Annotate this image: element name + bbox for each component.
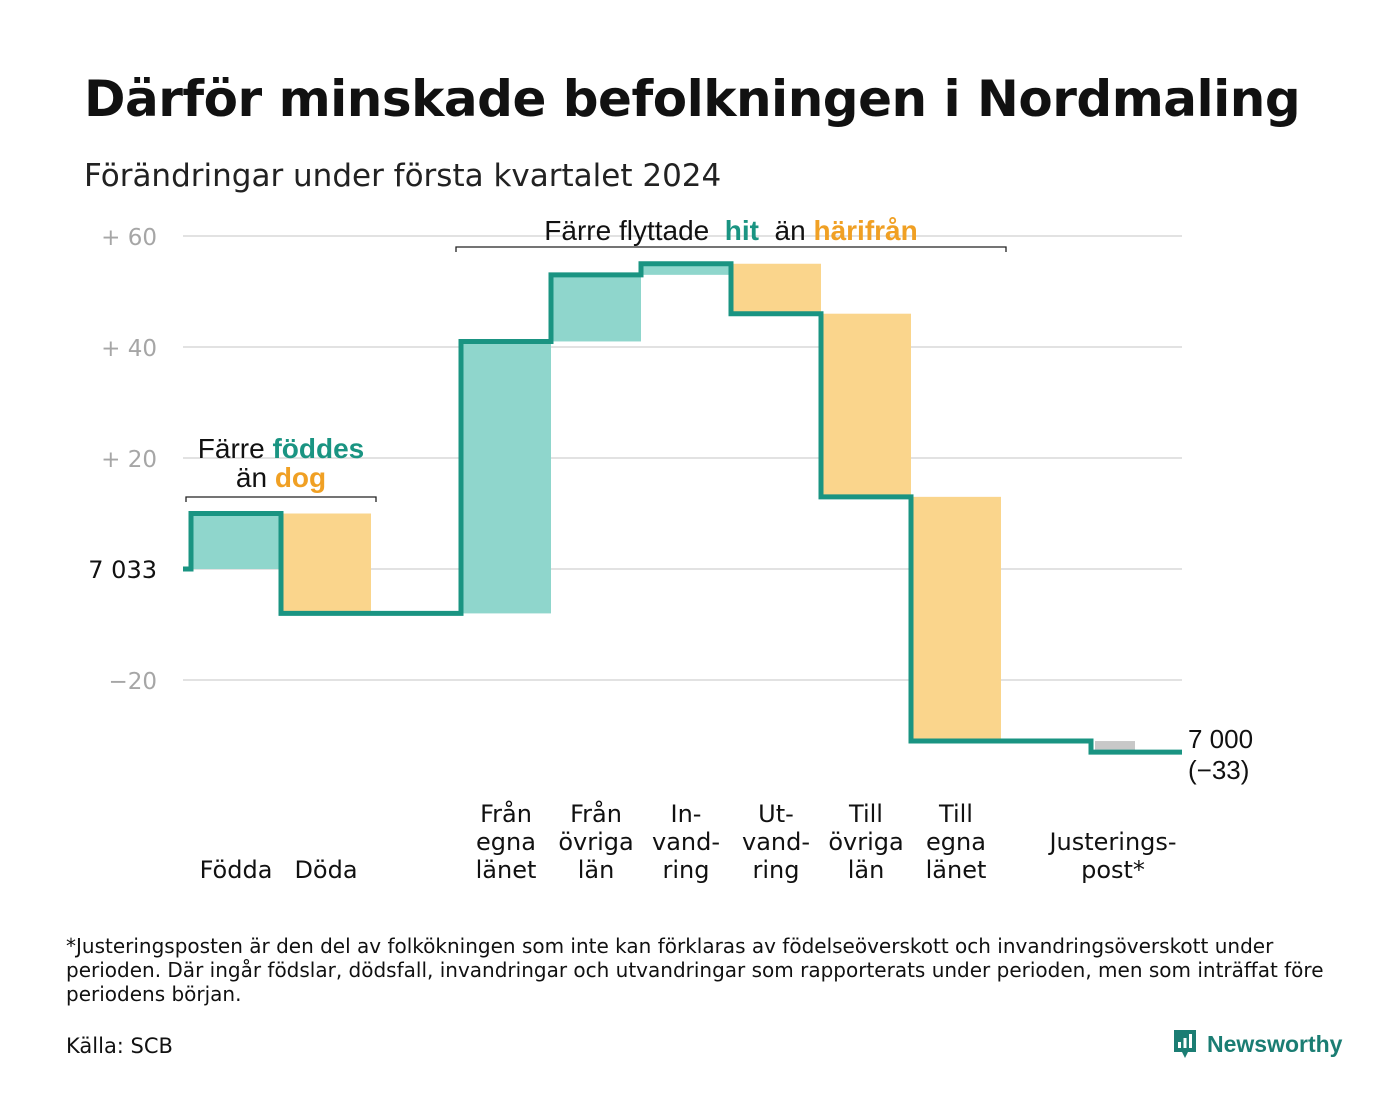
start-value-label: 7 033 <box>88 556 157 584</box>
x-axis-label: Till <box>938 800 973 828</box>
brand-logo: Newsworthy <box>1172 1028 1342 1060</box>
bar-increase <box>191 513 281 569</box>
cumulative-line-path <box>183 261 1182 755</box>
y-tick-label: −20 <box>108 669 157 695</box>
annotation-text-part: föddes <box>272 433 364 464</box>
x-axis-labels: Födda DödaFrånegnalänetFrånövrigalänIn-va… <box>200 799 1177 884</box>
end-change-label: (−33) <box>1188 755 1249 785</box>
x-axis-label: Döda <box>294 856 357 884</box>
bar-decrease <box>911 496 1001 742</box>
x-axis-label: övriga <box>828 828 903 856</box>
annotation-bracket <box>455 246 1007 252</box>
x-axis-label: länet <box>476 856 537 884</box>
y-tick-label: + 60 <box>101 225 157 251</box>
annotation-line: Färre flyttade hit än härifrån <box>544 215 917 246</box>
end-value-label: 7 000 <box>1188 724 1253 754</box>
x-axis-label: egna <box>476 828 536 856</box>
x-axis-label: egna <box>926 828 986 856</box>
annotation-text-part: Färre flyttade <box>544 215 725 246</box>
x-axis-label: Från <box>570 799 622 828</box>
footnote: *Justeringsposten är den del av folkökni… <box>66 934 1324 1006</box>
bar-increase <box>641 263 731 275</box>
annotation-text-part: hit <box>725 215 759 246</box>
x-axis-label: ring <box>663 856 710 884</box>
bar-increase <box>551 274 641 342</box>
annotation-text-part: än <box>759 215 813 246</box>
x-axis-label: ring <box>753 856 800 884</box>
x-axis-label: Födda <box>200 856 273 884</box>
chart-subtitle: Förändringar under första kvartalet 2024 <box>84 158 722 194</box>
annotation-text-part: Färre <box>198 433 273 464</box>
x-axis-label: Ut- <box>758 800 794 828</box>
annotation-text-part: härifrån <box>813 215 917 246</box>
y-axis-ticks: + 60 + 40 + 20 7 033 −20 <box>88 225 157 695</box>
end-value-labels: 7 000(−33) <box>1188 724 1253 785</box>
x-axis-label: vand- <box>742 828 810 856</box>
x-axis-label: Till <box>848 800 883 828</box>
newsworthy-logo-icon <box>1174 1030 1196 1058</box>
annotation-line: Färre föddes <box>198 433 364 464</box>
bar-increase <box>461 341 551 614</box>
annotation-bracket <box>185 496 377 502</box>
annotation-text-part: dog <box>275 462 326 493</box>
annotation-line: än dog <box>236 462 326 493</box>
y-tick-label: + 20 <box>101 447 157 473</box>
x-axis-label: vand- <box>652 828 720 856</box>
y-tick-label: + 40 <box>101 336 157 362</box>
x-axis-label: post* <box>1081 856 1145 884</box>
source-note: Källa: SCB <box>66 1034 173 1058</box>
x-axis-label: länet <box>926 856 987 884</box>
brand-name: Newsworthy <box>1207 1030 1343 1057</box>
bar-decrease <box>281 513 371 614</box>
bar-decrease <box>731 263 821 314</box>
x-axis-label: Justerings- <box>1047 828 1176 856</box>
x-axis-label: län <box>578 856 615 884</box>
bars <box>191 263 1135 753</box>
x-axis-label: övriga <box>558 828 633 856</box>
x-axis-label: In- <box>671 800 702 828</box>
x-axis-label: län <box>848 856 885 884</box>
annotation-text-part: än <box>236 462 275 493</box>
bar-decrease <box>821 313 911 497</box>
chart-title: Därför minskade befolkningen i Nordmalin… <box>84 70 1301 128</box>
bar-adjustment <box>1095 741 1135 753</box>
cumulative-line <box>183 261 1182 755</box>
x-axis-label: Från <box>480 799 532 828</box>
